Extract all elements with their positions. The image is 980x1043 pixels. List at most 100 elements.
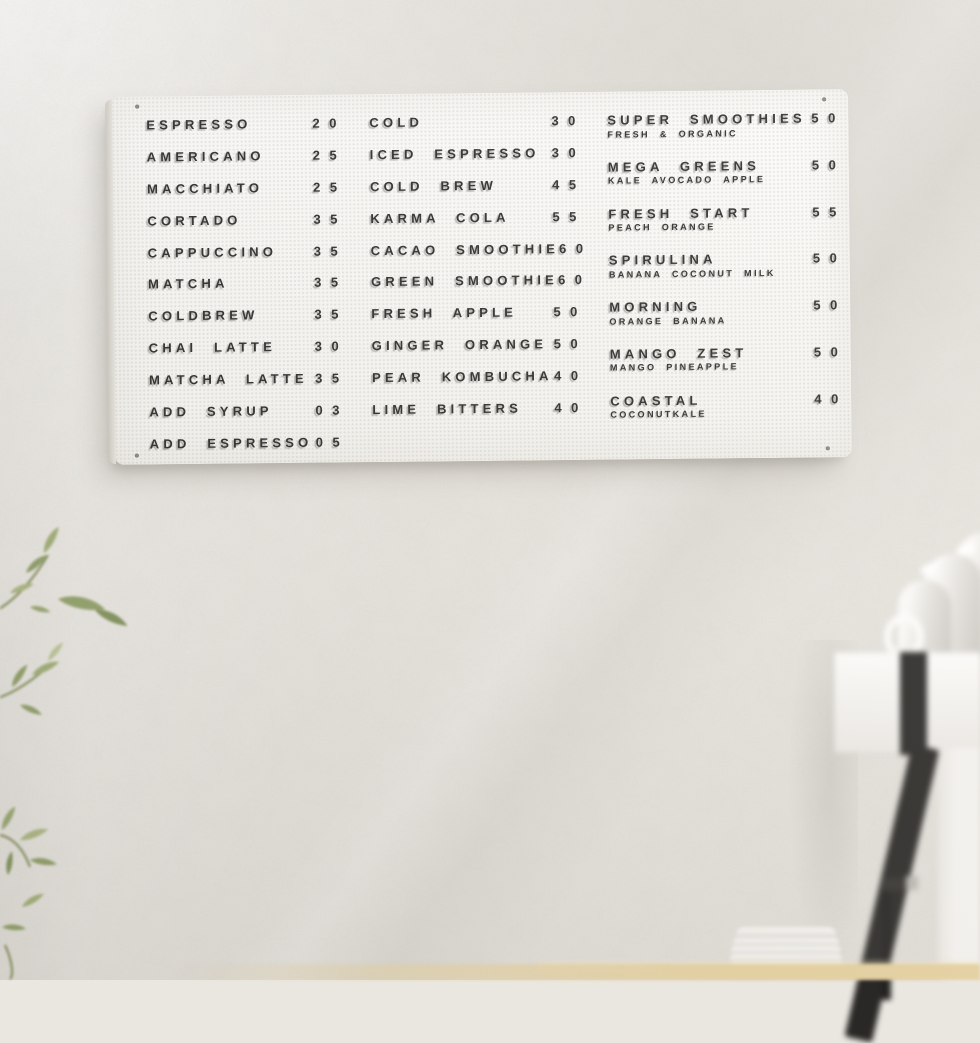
menu-item-label: COLD	[369, 114, 424, 131]
letter-menu-board: ESPRESSO 20 AMERICANO 25 MACCHIATO 25 CORTADO 3…	[111, 89, 852, 465]
menu-item: COLDBREW 35	[148, 307, 348, 342]
menu-item-price: 35	[314, 274, 348, 291]
menu-item: COLD 30	[369, 113, 585, 148]
screw-top-left	[135, 104, 140, 109]
menu-item-price: 40	[553, 368, 588, 384]
menu-item-label: KARMA COLA	[370, 209, 510, 226]
menu-item-price: 50	[813, 297, 847, 313]
menu-item-label: MANGO ZEST	[609, 345, 748, 362]
menu-item-label: COLDBREW	[148, 307, 259, 324]
menu-item: FRESH APPLE 50	[371, 304, 587, 339]
menu-item-price: 05	[315, 434, 350, 450]
menu-item: ESPRESSO 20	[146, 115, 346, 151]
menu-item: MATCHA 35	[147, 275, 348, 310]
menu-item-price: 55	[552, 208, 586, 224]
menu-item-label: SUPER SMOOTHIES	[607, 110, 806, 128]
menu-item-label: MACCHIATO	[146, 180, 264, 197]
menu-item-price: 50	[811, 156, 846, 173]
menu-item: GREEN SMOOTHIE 60	[370, 272, 592, 307]
menu-item: PEAR KOMBUCHA 40	[371, 368, 588, 403]
menu-item-price: 35	[315, 370, 349, 386]
menu-item: COLD BREW 45	[369, 177, 586, 212]
olive-branch	[0, 526, 128, 980]
machine-lever-handle	[844, 744, 940, 1043]
menu-column-smoothies: SUPER SMOOTHIES 50 FRESH & ORGANIC MEGA GRE…	[607, 110, 848, 441]
screw-bottom-left	[134, 453, 139, 458]
screw-top-right	[822, 97, 827, 102]
menu-item-label: CHAI LATTE	[148, 339, 277, 356]
menu-item-label: GINGER ORANGE	[371, 336, 548, 354]
menu-item-label: GREEN SMOOTHIE	[370, 272, 559, 290]
menu-item-price: 40	[554, 399, 588, 416]
menu-item-label: CAPPUCCINO	[147, 243, 278, 261]
menu-item-label: FRESH START	[608, 204, 754, 222]
menu-item-subtitle: COCONUTKALE	[610, 408, 707, 420]
menu-item: CORTADO 35	[147, 211, 347, 246]
menu-item-subtitle: KALE AVOCADO APPLE	[607, 174, 766, 186]
menu-item-label: MEGA GREENS	[607, 157, 761, 175]
menu-item-label: COLD BREW	[369, 177, 498, 194]
menu-item-price: 40	[814, 390, 848, 407]
menu-item-price: 50	[811, 110, 845, 126]
menu-item: GINGER ORANGE 50	[371, 336, 588, 371]
menu-column-coffee: ESPRESSO 20 AMERICANO 25 MACCHIATO 25 CORTADO 3…	[146, 115, 350, 470]
menu-item-label: MATCHA	[147, 276, 229, 292]
portafilter-bracket	[882, 878, 908, 891]
machine-body	[938, 748, 980, 980]
menu-item-subtitle: ORANGE BANANA	[609, 315, 727, 327]
menu-item-price: 30	[314, 338, 349, 354]
menu-item-label: CORTADO	[147, 212, 242, 229]
menu-item-label: CACAO SMOOTHIE	[370, 240, 560, 258]
menu-item: KARMA COLA 55	[370, 209, 586, 244]
menu-item-price: 20	[312, 115, 346, 131]
menu-item-subtitle: MANGO PINEAPPLE	[609, 361, 740, 374]
cafe-scene: { "board": { "columns": [ { "name": "cof…	[0, 0, 980, 980]
menu-item: MEGA GREENS 50 KALE AVOCADO APPLE	[607, 157, 846, 207]
saucer	[733, 938, 839, 947]
menu-item-price: 30	[551, 144, 586, 161]
menu-column-cold-drinks: COLD 30 ICED ESPRESSO 30 COLD BREW 45 KARMA CO…	[369, 113, 593, 435]
saucer	[736, 927, 836, 939]
menu-item-label: AMERICANO	[146, 148, 265, 165]
menu-item-label: ICED ESPRESSO	[369, 145, 540, 163]
menu-item-price: 50	[553, 304, 587, 320]
portafilter-tab	[906, 876, 918, 890]
menu-item-price: 50	[812, 250, 847, 266]
menu-item: LIME BITTERS 40	[372, 400, 588, 435]
menu-item: MORNING 50 ORANGE BANANA	[609, 297, 847, 347]
menu-item: COASTAL 40 COCONUTKALE	[610, 391, 848, 441]
menu-item-label: PEAR KOMBUCHA	[371, 368, 553, 386]
menu-item-label: FRESH APPLE	[371, 304, 518, 322]
menu-item-price: 25	[312, 147, 347, 163]
menu-item-price: 25	[313, 179, 347, 195]
menu-item-price: 03	[315, 402, 349, 418]
menu-item: MANGO ZEST 50 MANGO PINEAPPLE	[609, 344, 848, 394]
menu-item-subtitle: PEACH ORANGE	[608, 221, 716, 233]
portafilter-handle	[882, 884, 891, 1000]
menu-item-label: MORNING	[609, 298, 702, 315]
menu-item-label: COASTAL	[610, 392, 702, 409]
menu-item-label: MATCHA LATTE	[148, 370, 308, 388]
menu-item-price: 35	[313, 242, 348, 259]
menu-item-price: 30	[551, 112, 585, 129]
espresso-machine	[760, 520, 980, 1043]
menu-item-price: 50	[553, 336, 588, 352]
menu-item: CHAI LATTE 30	[148, 339, 349, 374]
screw-bottom-right	[825, 446, 830, 451]
menu-item-label: LIME BITTERS	[372, 400, 523, 418]
menu-item: ADD SYRUP 03	[149, 402, 349, 438]
menu-item-label: ADD SYRUP	[149, 403, 273, 420]
menu-item: SUPER SMOOTHIES 50 FRESH & ORGANIC	[607, 110, 845, 160]
menu-item: CAPPUCCINO 35	[147, 243, 348, 278]
menu-item: CACAO SMOOTHIE 60	[370, 240, 593, 276]
menu-item-price: 35	[314, 306, 348, 323]
menu-item-price: 45	[551, 176, 586, 193]
menu-item-label: SPIRULINA	[608, 251, 717, 269]
menu-item: ADD ESPRESSO 05	[149, 434, 350, 469]
menu-item-price: 60	[559, 240, 593, 256]
menu-item: SPIRULINA 50 BANANA COCONUT MILK	[608, 251, 847, 301]
menu-item-subtitle: FRESH & ORGANIC	[607, 127, 739, 140]
menu-item: ICED ESPRESSO 30	[369, 145, 586, 180]
menu-item-label: ADD ESPRESSO	[149, 434, 313, 452]
menu-item: MATCHA LATTE 35	[148, 370, 349, 406]
